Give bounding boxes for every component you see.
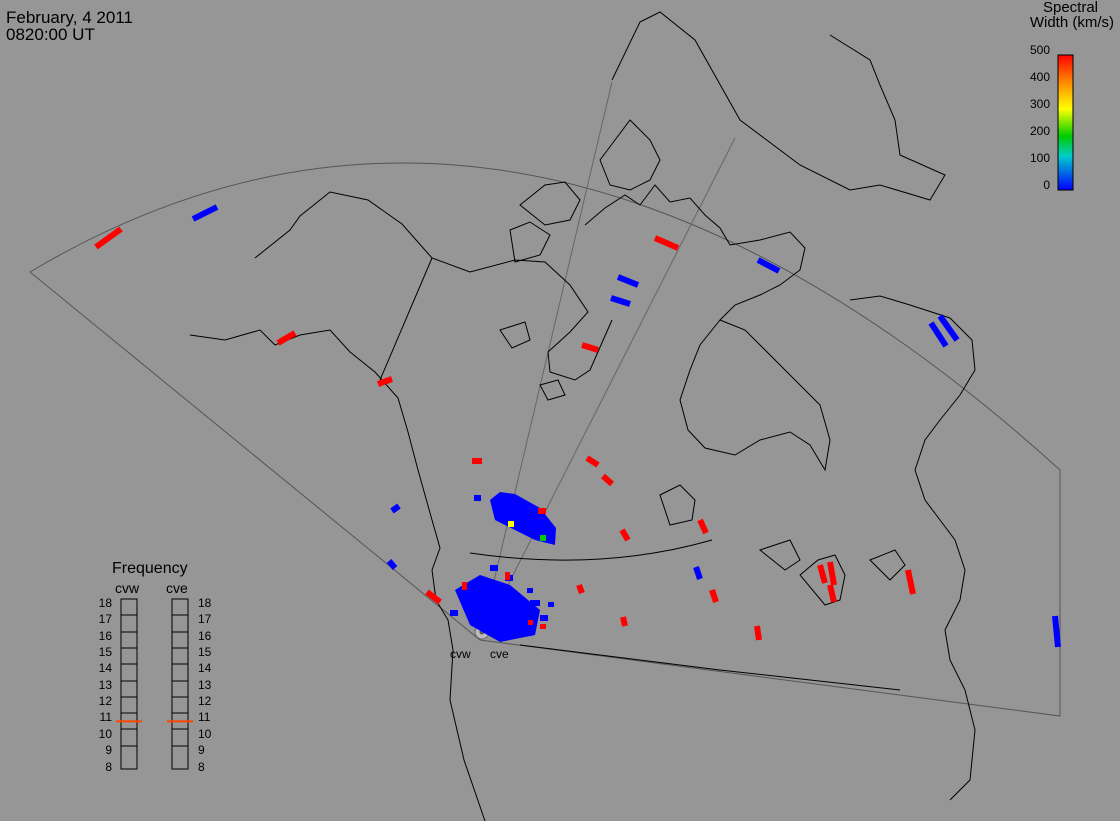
frequency-level-right: 14 (198, 661, 212, 675)
frequency-level-left: 8 (105, 760, 112, 774)
colorbar-tick: 0 (1043, 178, 1050, 192)
frequency-level-right: 10 (198, 727, 212, 741)
frequency-level-left: 15 (98, 645, 112, 659)
frequency-level-right: 16 (198, 629, 212, 643)
site-label-cvw: cvw (450, 647, 471, 661)
colorbar-tick: 400 (1029, 70, 1050, 84)
colorbar-title-line1: Spectral (1042, 0, 1098, 16)
colorbar-tick: 500 (1029, 43, 1050, 57)
colorbar (1057, 54, 1074, 191)
fov-beam-boundary (479, 137, 736, 641)
scatter-cell-yellow (508, 521, 514, 527)
frequency-title: Frequency (112, 560, 188, 577)
scatter-fan (450, 565, 554, 642)
frequency-level-right: 15 (198, 645, 212, 659)
date-label: February, 4 2011 (6, 8, 133, 27)
frequency-radar-right: cve (166, 580, 188, 596)
coastlines (189, 11, 976, 821)
frequency-level-right: 11 (198, 710, 211, 724)
scatter-cell-green (540, 535, 546, 541)
frequency-level-left: 12 (98, 694, 112, 708)
frequency-level-right: 17 (198, 612, 212, 626)
frequency-level-left: 17 (98, 612, 112, 626)
frequency-level-left: 14 (98, 661, 112, 675)
frequency-level-right: 8 (198, 760, 205, 774)
colorbar-tick: 300 (1029, 97, 1050, 111)
scatter-blue-segments (191, 204, 1061, 648)
frequency-level-right: 13 (198, 678, 212, 692)
site-label-cve: cve (490, 647, 509, 661)
scatter-cell-red (538, 508, 546, 514)
colorbar-tick: 100 (1029, 151, 1050, 165)
borders (379, 257, 901, 691)
frequency-level-right: 9 (198, 743, 205, 757)
frequency-level-left: 9 (105, 743, 112, 757)
scatter-red-segments (94, 226, 916, 641)
colorbar-tick: 200 (1029, 124, 1050, 138)
fov-beam-boundary (479, 81, 613, 641)
fov-outline (29, 162, 1061, 717)
time-label: 0820:00 UT (6, 25, 95, 44)
frequency-level-left: 18 (98, 596, 112, 610)
frequency-level-right: 18 (198, 596, 212, 610)
colorbar-title-line2: Width (km/s) (1029, 14, 1114, 31)
frequency-boxes (120, 598, 189, 770)
scatter-fan-red (462, 572, 546, 629)
scatter-cluster (490, 492, 556, 545)
frequency-level-left: 13 (98, 678, 112, 692)
frequency-level-left: 16 (98, 629, 112, 643)
frequency-radar-left: cvw (115, 580, 140, 596)
frequency-level-right: 12 (198, 694, 212, 708)
frequency-level-left: 10 (98, 727, 112, 741)
frequency-level-left: 11 (99, 710, 112, 724)
